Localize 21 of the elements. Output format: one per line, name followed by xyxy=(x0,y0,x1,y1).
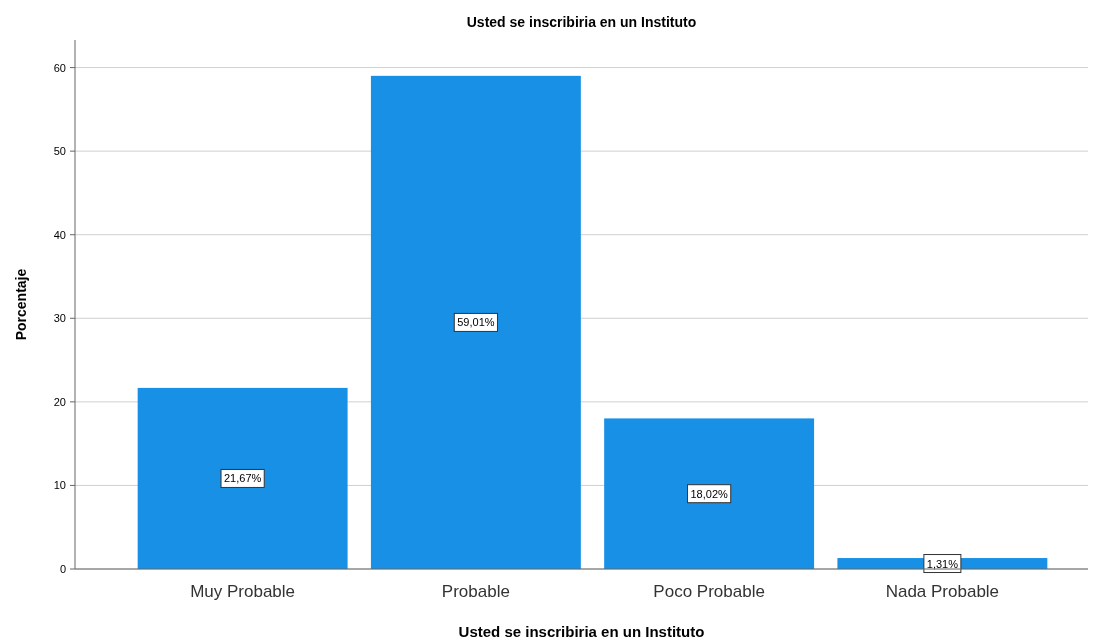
y-tick-label: 0 xyxy=(59,563,66,575)
x-tick-label: Nada Probable xyxy=(885,582,1000,601)
data-label: 18,02% xyxy=(690,487,728,500)
y-tick-label: 10 xyxy=(53,479,66,492)
y-tick-label: 40 xyxy=(53,228,66,241)
x-tick-label: Muy Probable xyxy=(190,582,296,601)
data-label: 1,31% xyxy=(926,557,959,570)
data-label: 21,67% xyxy=(223,472,262,485)
y-tick-label: 50 xyxy=(53,145,66,158)
x-tick-label: Probable xyxy=(441,582,510,601)
x-axis-title: Usted se inscribiria en un Instituto xyxy=(458,623,705,640)
chart-title: Usted se inscribiria en un Instituto xyxy=(466,14,697,30)
y-tick-label: 30 xyxy=(53,312,66,325)
x-tick-label: Poco Probable xyxy=(653,582,765,601)
y-tick-label: 20 xyxy=(53,395,66,408)
y-tick-label: 60 xyxy=(53,61,66,74)
bar xyxy=(604,418,815,569)
bar xyxy=(137,387,348,569)
y-axis-title: Porcentaje xyxy=(13,268,29,341)
bar xyxy=(370,75,581,569)
data-label: 59,01% xyxy=(457,316,495,329)
